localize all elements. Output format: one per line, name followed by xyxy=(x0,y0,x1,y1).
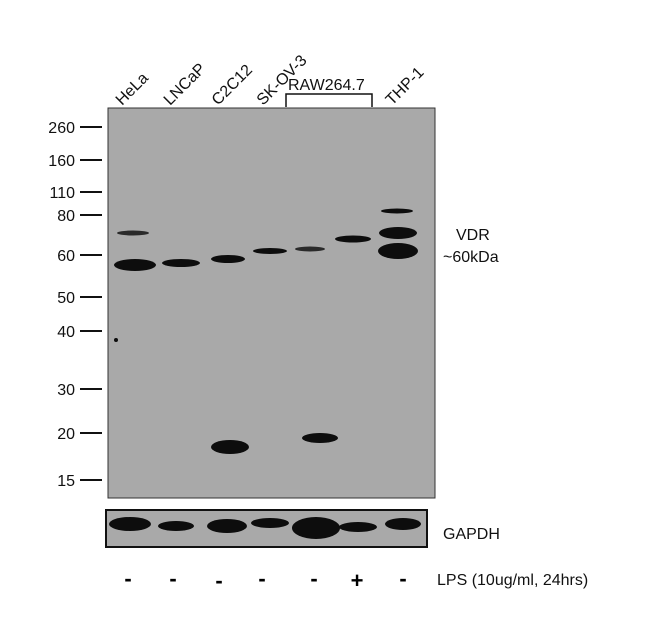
band xyxy=(381,208,413,214)
band xyxy=(211,440,249,454)
band xyxy=(114,259,156,271)
speck xyxy=(114,338,118,342)
band xyxy=(162,259,200,267)
band xyxy=(335,235,371,243)
group-bracket xyxy=(285,93,373,107)
treatment-sign: - xyxy=(310,566,317,591)
treatment-label: LPS (10ug/ml, 24hrs) xyxy=(437,572,588,589)
marker-260: 260 xyxy=(48,120,75,137)
band xyxy=(207,519,247,533)
band xyxy=(292,517,340,539)
marker-160: 160 xyxy=(48,153,75,170)
band xyxy=(117,230,149,236)
molecular-weight-markers xyxy=(80,126,102,481)
vdr-bands xyxy=(114,208,418,454)
loading-control-label: GAPDH xyxy=(443,526,500,543)
band xyxy=(378,243,418,259)
treatment-sign: + xyxy=(351,568,364,593)
treatment-sign: - xyxy=(258,566,265,591)
group-label-raw264: RAW264.7 xyxy=(288,77,365,94)
band xyxy=(302,433,338,443)
band xyxy=(295,246,325,252)
band xyxy=(109,517,151,531)
treatment-sign: - xyxy=(169,566,176,591)
marker-20: 20 xyxy=(57,426,75,443)
lane-label-thp1: THP-1 xyxy=(383,64,428,109)
marker-15: 15 xyxy=(57,473,75,490)
target-label: VDR xyxy=(456,227,490,244)
band xyxy=(385,518,421,530)
marker-110: 110 xyxy=(49,185,75,202)
treatment-sign: - xyxy=(124,566,131,591)
lane-label-c2c12: C2C12 xyxy=(209,62,256,109)
marker-40: 40 xyxy=(57,324,75,341)
treatment-sign: - xyxy=(215,568,222,593)
treatment-sign: - xyxy=(399,566,406,591)
target-size: ~60kDa xyxy=(443,249,499,266)
band xyxy=(339,522,377,532)
vdr-membrane xyxy=(107,107,436,499)
lane-label-hela: HeLa xyxy=(113,70,152,109)
marker-80: 80 xyxy=(57,208,75,225)
band xyxy=(251,518,289,528)
band xyxy=(379,227,417,239)
band xyxy=(158,521,194,531)
marker-60: 60 xyxy=(57,248,75,265)
band xyxy=(253,248,287,254)
marker-50: 50 xyxy=(57,290,75,307)
gapdh-bands xyxy=(109,517,421,539)
gapdh-membrane xyxy=(105,509,428,548)
marker-30: 30 xyxy=(57,382,75,399)
lane-labels: HeLa LNCaP C2C12 SK-OV-3 RAW264.7 THP-1 xyxy=(113,52,428,109)
lane-label-lncap: LNCaP xyxy=(161,60,209,108)
band xyxy=(211,255,245,263)
